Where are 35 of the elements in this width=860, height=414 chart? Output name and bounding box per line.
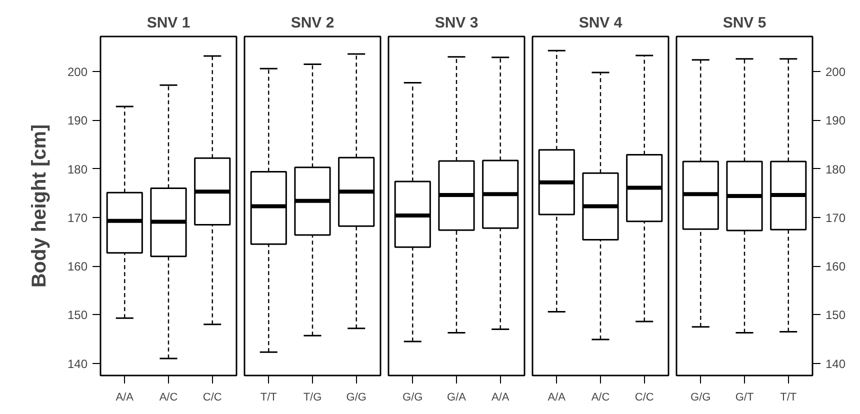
chart-title: SNV 4: [578, 14, 623, 32]
chart-title: SNV 2: [290, 14, 334, 32]
y-tick-label: 170: [826, 210, 846, 225]
x-tick-label: T/T: [780, 392, 797, 404]
x-tick-label: C/C: [202, 392, 222, 404]
chart-title: SNV 5: [722, 14, 766, 32]
y-tick-label: 160: [67, 260, 88, 274]
y-tick-label: 200: [67, 65, 88, 80]
x-tick-label: A/A: [492, 392, 510, 404]
y-tick-label: 200: [826, 65, 846, 80]
y-axis-title: Body height [cm]: [28, 124, 50, 288]
x-tick-label: G/T: [735, 392, 754, 404]
x-tick-label: A/A: [116, 392, 134, 404]
y-tick-label: 140: [67, 356, 88, 371]
x-tick-label: A/C: [159, 392, 178, 404]
y-tick-label: 140: [826, 356, 846, 371]
y-tick-label: 180: [826, 162, 846, 176]
y-tick-label: 150: [67, 308, 88, 322]
y-tick-label: 150: [826, 308, 846, 322]
x-tick-label: G/G: [402, 392, 423, 404]
y-tick-label: 170: [67, 210, 88, 225]
x-tick-label: C/C: [634, 392, 654, 404]
y-tick-label: 180: [67, 162, 88, 176]
x-tick-label: T/G: [303, 392, 322, 404]
chart-title: SNV 1: [146, 14, 190, 32]
y-tick-label: 190: [826, 114, 846, 128]
x-tick-label: A/C: [591, 392, 610, 404]
x-tick-label: A/A: [548, 392, 566, 404]
x-tick-label: G/A: [447, 392, 467, 404]
x-tick-label: T/T: [260, 392, 278, 404]
x-tick-label: G/G: [690, 392, 711, 404]
y-tick-label: 160: [826, 260, 846, 274]
x-tick-label: G/G: [346, 392, 366, 404]
y-tick-label: 190: [67, 114, 88, 128]
chart-title: SNV 3: [434, 14, 478, 32]
